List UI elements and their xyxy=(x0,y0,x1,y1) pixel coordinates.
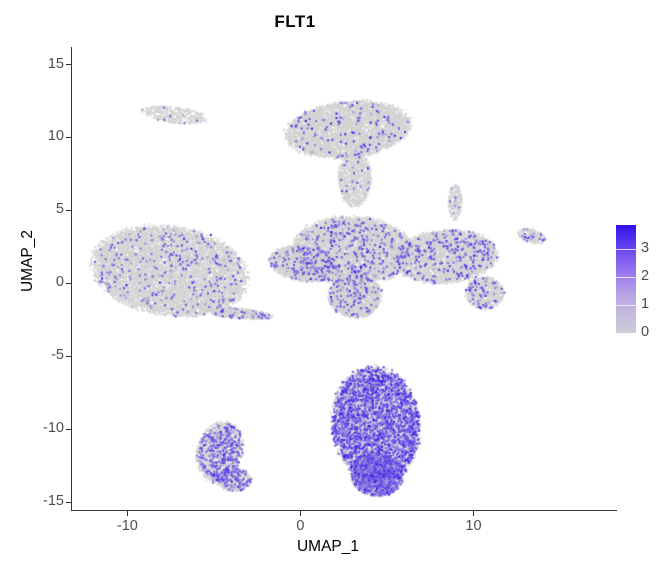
x-tick-label: 10 xyxy=(465,518,482,534)
y-axis-line xyxy=(71,47,73,511)
y-tick-label: -10 xyxy=(43,420,64,437)
colorbar-tick-label: 0 xyxy=(641,324,650,340)
y-tick-mark xyxy=(66,209,71,212)
y-tick-mark xyxy=(66,136,71,139)
y-tick-label: 5 xyxy=(55,201,64,218)
y-tick-label: -15 xyxy=(43,493,64,510)
y-tick-label: 15 xyxy=(47,55,64,72)
y-tick-mark xyxy=(66,501,71,503)
colorbar-tick-mark xyxy=(616,333,636,335)
y-tick-label: 10 xyxy=(47,128,64,145)
y-tick-mark xyxy=(66,355,71,357)
x-axis-title: UMAP_1 xyxy=(296,538,360,555)
y-tick-mark xyxy=(66,282,71,285)
x-axis-line xyxy=(71,510,617,512)
x-tick-mark xyxy=(299,511,302,516)
y-axis-title: UMAP_2 xyxy=(19,229,36,293)
colorbar-legend: 0 1 2 3 xyxy=(612,220,672,345)
colorbar-tick-label: 3 xyxy=(641,239,650,256)
y-tick-mark xyxy=(66,63,71,66)
page-title: FLT1 xyxy=(274,12,316,31)
x-tick-mark xyxy=(126,511,129,516)
colorbar-tick-mark xyxy=(616,248,636,251)
colorbar-tick-mark xyxy=(616,304,636,307)
x-tick-label: 0 xyxy=(296,518,305,534)
y-tick-mark xyxy=(66,428,71,430)
scatter-plot-canvas xyxy=(72,47,586,511)
x-tick-mark xyxy=(472,511,475,516)
x-tick-label: -10 xyxy=(116,518,138,534)
y-tick-label: 0 xyxy=(55,274,64,291)
plot-panel xyxy=(72,47,586,511)
colorbar-tick-mark xyxy=(616,276,636,279)
colorbar-tick-label: 2 xyxy=(641,267,650,284)
colorbar-gradient xyxy=(616,225,636,333)
y-tick-label: -5 xyxy=(51,347,64,364)
colorbar-tick-label: 1 xyxy=(641,295,650,312)
